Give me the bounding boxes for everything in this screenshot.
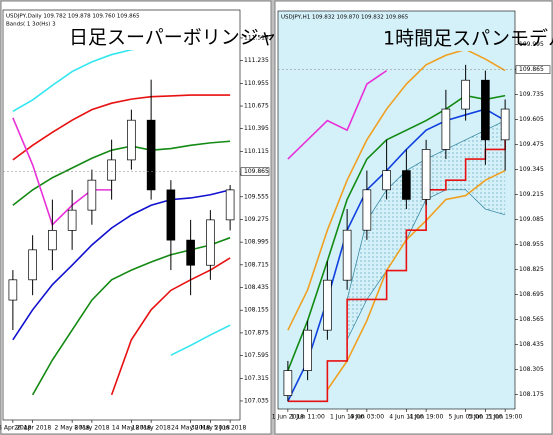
x-tick-label: 18 May 2018 xyxy=(132,425,171,432)
x-tick-label: 2 May 2018 xyxy=(54,425,89,432)
y-tick-label: 108.175 xyxy=(519,391,544,398)
y-tick-label: 108.435 xyxy=(519,341,544,348)
candle-body xyxy=(362,189,372,231)
chart-header: USDJPY,Daily 109.782 109.878 109.760 109… xyxy=(6,14,140,20)
y-tick-label: 108.695 xyxy=(519,291,544,298)
y-tick-label: 109.605 xyxy=(519,116,544,123)
candle-body xyxy=(107,159,116,181)
candle-body xyxy=(283,370,293,396)
chart-title: 日足スーパーボリンジャー xyxy=(69,27,296,49)
candle-body xyxy=(166,189,176,241)
y-tick-label: 107.595 xyxy=(244,352,269,359)
chart-title: 1時間足スパンモデル xyxy=(383,28,553,50)
line-series xyxy=(287,48,506,331)
y-tick-label: 109.735 xyxy=(519,91,544,98)
line-series xyxy=(12,94,231,161)
price-label: 109.865 xyxy=(519,66,544,73)
y-tick-label: 109.555 xyxy=(244,193,269,200)
candle-body xyxy=(127,119,136,161)
x-tick-label: 14 May 2018 xyxy=(112,425,151,432)
line-series xyxy=(287,139,506,403)
plot-area xyxy=(2,9,241,421)
candle-body xyxy=(146,119,156,191)
x-tick-label: 24 May 2018 xyxy=(171,425,210,432)
candle-body xyxy=(481,79,490,141)
y-tick-label: 109.085 xyxy=(519,216,544,223)
y-tick-label: 108.715 xyxy=(244,261,269,268)
chart-subheader: Bands( 1 3σ(Hs) 3 xyxy=(6,22,56,28)
candle-body xyxy=(441,108,451,150)
y-tick-label: 110.675 xyxy=(244,103,269,110)
chart-header: USDJPY,H1 109.832 109.870 109.832 109.86… xyxy=(281,15,409,21)
y-tick-label: 108.955 xyxy=(519,241,544,248)
candle-body xyxy=(461,79,470,110)
y-tick-label: 109.275 xyxy=(244,216,269,223)
y-tick-label: 107.875 xyxy=(244,329,269,336)
x-tick-label: 4 Jun 03:00 xyxy=(350,414,384,421)
candle-body xyxy=(342,229,352,281)
price-tag xyxy=(240,167,270,176)
candle-body xyxy=(48,230,57,251)
candle-body xyxy=(225,189,235,221)
y-tick-label: 109.995 xyxy=(519,41,544,48)
candle-body xyxy=(186,239,195,266)
candle-body xyxy=(500,108,510,141)
y-tick-label: 109.345 xyxy=(519,166,544,173)
x-tick-label: 26 Apr 2018 xyxy=(14,425,51,432)
candle-body xyxy=(8,279,18,301)
line-series xyxy=(31,236,231,396)
y-tick-label: 108.155 xyxy=(244,307,269,314)
y-tick-label: 111.515 xyxy=(244,34,269,41)
y-tick-label: 108.435 xyxy=(244,284,269,291)
price-label: 109.865 xyxy=(244,168,269,175)
candle-body xyxy=(303,329,312,371)
candle-body xyxy=(382,170,391,191)
y-tick-label: 108.825 xyxy=(519,266,544,273)
y-tick-label: 108.305 xyxy=(519,366,544,373)
candle-body xyxy=(323,279,332,331)
x-tick-label: 1 Jun 19:00 xyxy=(330,414,364,421)
candle-body xyxy=(402,170,411,200)
x-tick-label: 5 Jun 2018 xyxy=(214,425,246,432)
x-tick-label: 8 May 2018 xyxy=(74,425,109,432)
x-tick-label: 5 Jun 19:00 xyxy=(488,414,522,421)
x-tick-label: 30 May 2018 xyxy=(191,425,230,432)
candle-body xyxy=(87,179,97,211)
candle-body xyxy=(28,249,37,281)
x-tick-label: 5 Jun 03:00 xyxy=(448,414,482,421)
line-series xyxy=(12,140,231,206)
candle-body xyxy=(206,219,215,266)
y-tick-label: 111.235 xyxy=(244,57,269,64)
y-tick-label: 110.955 xyxy=(244,80,269,87)
y-tick-label: 109.215 xyxy=(519,191,544,198)
x-tick-label: 1 Jun 2018 xyxy=(272,414,304,421)
y-tick-label: 107.315 xyxy=(244,375,269,382)
candle-body xyxy=(421,149,431,200)
y-tick-label: 109.475 xyxy=(519,141,544,148)
y-tick-label: 108.565 xyxy=(519,316,544,323)
candle-body xyxy=(67,209,77,231)
y-tick-label: 108.995 xyxy=(244,239,269,246)
line-series xyxy=(12,189,231,341)
y-tick-label: 110.115 xyxy=(244,148,269,155)
y-tick-label: 107.035 xyxy=(244,397,269,404)
line-series xyxy=(170,324,231,356)
x-tick-label: 4 Jun 11:00 xyxy=(389,414,423,421)
x-tick-label: 4 Jun 19:00 xyxy=(409,414,443,421)
x-tick-label: 5 Jun 11:00 xyxy=(468,414,502,421)
x-tick-label: 25 Apr 2018 xyxy=(0,425,32,432)
x-tick-label: 1 Jun 11:00 xyxy=(290,414,324,421)
title-backdrop xyxy=(380,25,510,51)
y-tick-label: 110.395 xyxy=(244,125,269,132)
title-backdrop xyxy=(66,24,235,50)
price-tag xyxy=(515,65,551,74)
line-series xyxy=(287,69,388,160)
